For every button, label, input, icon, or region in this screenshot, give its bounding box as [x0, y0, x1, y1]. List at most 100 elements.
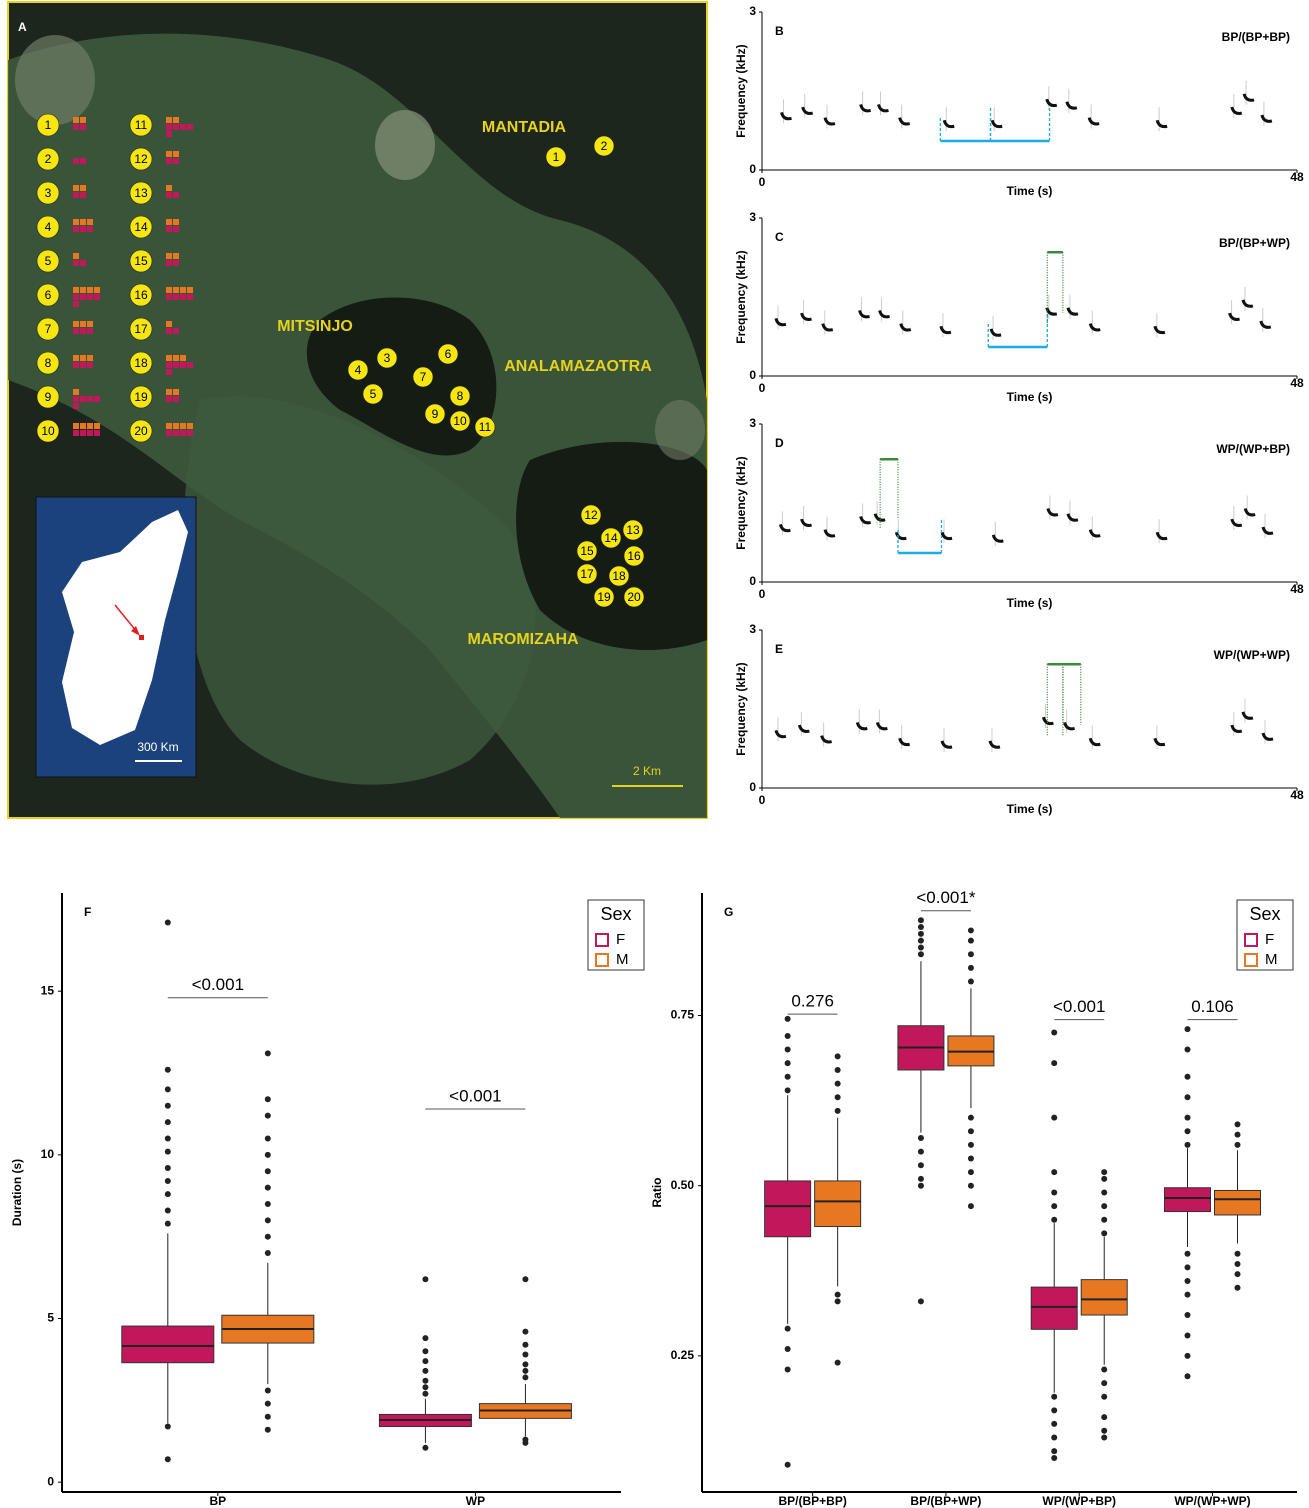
x-axis-label: Time (s) [1007, 184, 1053, 198]
outlier [1185, 1312, 1191, 1318]
outlier [785, 1074, 791, 1080]
legend-label: F [616, 931, 625, 948]
note [861, 516, 871, 522]
outlier [522, 1329, 528, 1335]
outlier [1185, 1353, 1191, 1359]
panel-title: WP/(WP+WP) [1214, 648, 1290, 662]
legend-title: Sex [1249, 904, 1280, 924]
note [877, 722, 887, 728]
outlier [265, 1152, 271, 1158]
sample-square [173, 219, 179, 225]
note [1245, 509, 1255, 515]
outlier [1185, 1332, 1191, 1338]
sample-square [166, 158, 172, 164]
outlier [1051, 1455, 1057, 1461]
site-number: 19 [597, 590, 611, 604]
outlier [265, 1096, 271, 1102]
note [776, 318, 786, 324]
sample-square [73, 192, 79, 198]
legend-site-number: 18 [134, 356, 148, 370]
sample-square [173, 294, 179, 300]
legend-site-number: 12 [134, 152, 148, 166]
outlier [165, 1086, 171, 1092]
outlier [835, 1108, 841, 1114]
sample-square [80, 158, 86, 164]
panel-label: E [775, 642, 783, 656]
y-tick-label: 0 [749, 368, 756, 382]
sample-square [80, 294, 86, 300]
outlier [918, 944, 924, 950]
sample-square [173, 117, 179, 123]
sample-square [80, 124, 86, 130]
note [825, 530, 835, 536]
outlier [1051, 1203, 1057, 1209]
outlier [522, 1374, 528, 1380]
sample-square [166, 321, 172, 327]
sample-square [87, 287, 93, 293]
y-tick-label: 3 [749, 4, 756, 18]
y-tick-label: 3 [749, 416, 756, 430]
note [1048, 509, 1058, 515]
y-axis-label: Frequency (kHz) [734, 250, 748, 343]
sample-square [73, 396, 79, 402]
outlier [1101, 1217, 1107, 1223]
outlier [1185, 1373, 1191, 1379]
outlier [165, 919, 171, 925]
sample-square [180, 287, 186, 293]
note [1157, 532, 1167, 538]
note [1232, 107, 1242, 113]
sample-square [94, 287, 100, 293]
note [1047, 308, 1057, 314]
sample-square [180, 124, 186, 130]
outlier [1051, 1421, 1057, 1427]
sample-square [166, 192, 172, 198]
outlier [265, 1388, 271, 1394]
outlier [265, 1427, 271, 1433]
x-tick-label: 0 [759, 175, 766, 189]
site-number: 7 [420, 370, 427, 384]
site-number: 9 [432, 407, 439, 421]
note [944, 120, 954, 126]
outlier [265, 1201, 271, 1207]
sample-square [166, 355, 172, 361]
sample-square [166, 219, 172, 225]
outlier [422, 1368, 428, 1374]
note [822, 736, 832, 742]
legend-site-number: 13 [134, 186, 148, 200]
outlier [165, 1135, 171, 1141]
note [878, 104, 888, 110]
legend-site-number: 8 [45, 356, 52, 370]
outlier [1101, 1428, 1107, 1434]
outlier [785, 1326, 791, 1332]
sample-square [173, 260, 179, 266]
sample-square [166, 430, 172, 436]
sample-square [166, 362, 172, 368]
outlier [1185, 1264, 1191, 1270]
outlier [422, 1335, 428, 1341]
note [901, 324, 911, 330]
sample-square [80, 355, 86, 361]
outlier [265, 1414, 271, 1420]
sample-square [73, 301, 79, 307]
x-axis-label: Time (s) [1007, 596, 1053, 610]
outlier [918, 931, 924, 937]
outlier [522, 1342, 528, 1348]
outlier [1051, 1435, 1057, 1441]
test-label: <0.001 [192, 975, 244, 994]
note [803, 107, 813, 113]
test-label: <0.001* [916, 888, 975, 907]
sample-square [73, 430, 79, 436]
outlier [1185, 1094, 1191, 1100]
sample-square [73, 226, 79, 232]
outlier [165, 1165, 171, 1171]
x-tick-label: BP/(BP+BP) [778, 1494, 846, 1508]
outlier [422, 1384, 428, 1390]
outlier [422, 1358, 428, 1364]
y-tick-label: 0.75 [671, 1008, 695, 1022]
sample-square [187, 430, 193, 436]
panel-title: BP/(BP+BP) [1222, 30, 1290, 44]
y-tick-label: 0 [749, 780, 756, 794]
sample-square [187, 294, 193, 300]
outlier [1051, 1217, 1057, 1223]
outlier [835, 1292, 841, 1298]
